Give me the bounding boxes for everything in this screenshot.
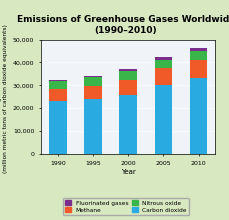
Bar [49,80,67,81]
Bar [49,89,67,101]
Bar [84,76,102,77]
Bar [155,68,172,85]
Text: Greenhouse gas emissions
(million metric tons of carbon dioxide equivalents): Greenhouse gas emissions (million metric… [0,25,8,173]
Legend: Fluorinated gases, Methane, Nitrous oxide, Carbon dioxide: Fluorinated gases, Methane, Nitrous oxid… [63,198,189,215]
Bar [49,81,67,89]
Bar [84,99,102,154]
Bar [120,95,137,154]
Bar [155,57,172,59]
Bar [120,71,137,80]
Bar [190,79,207,154]
Bar [120,69,137,71]
Bar [120,80,137,95]
X-axis label: Year: Year [121,169,136,175]
Bar [190,48,207,51]
Bar [190,60,207,79]
Bar [84,86,102,99]
Text: Emissions of Greenhouse Gases Worldwide
(1990–2010): Emissions of Greenhouse Gases Worldwide … [17,15,229,35]
Bar [49,101,67,154]
Bar [155,59,172,68]
Bar [155,85,172,154]
Bar [190,51,207,60]
Bar [84,77,102,86]
